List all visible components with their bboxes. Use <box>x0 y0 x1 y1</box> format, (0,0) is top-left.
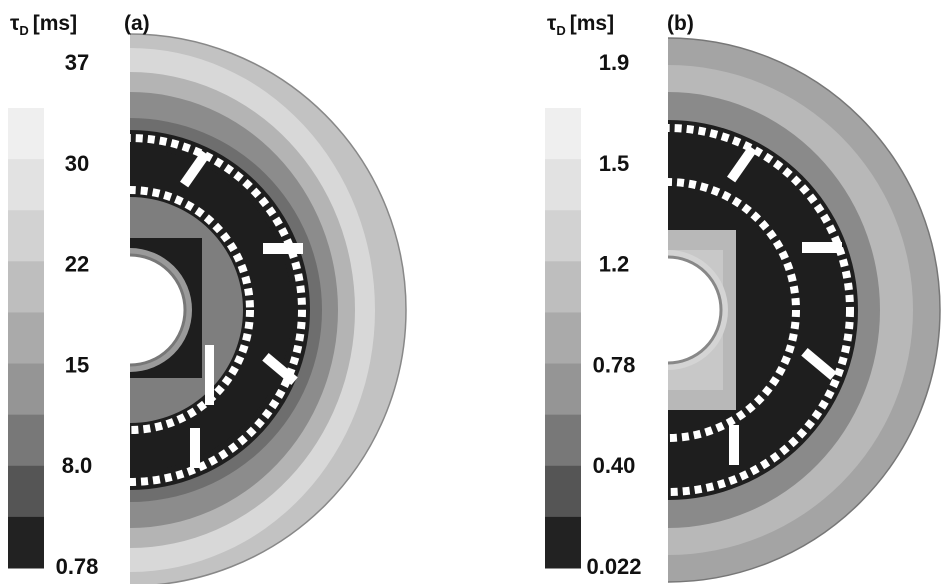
colorbar-band <box>545 210 581 262</box>
panel-label: (b) <box>667 12 694 35</box>
colorbar-band <box>545 415 581 467</box>
colorbar-band <box>8 415 44 467</box>
colorbar-band <box>545 108 581 160</box>
colorbar-tick-label: 1.2 <box>599 252 630 277</box>
figure: 37 30 22 15 8.0 0.78 1.9 1.5 1.2 0.78 0.40 0.022 τD… <box>0 0 941 584</box>
colorbar-band <box>8 108 44 160</box>
colorbar-tick-label: 1.9 <box>599 50 630 75</box>
colorbar-band <box>545 364 581 416</box>
colorbar-band <box>8 159 44 211</box>
colorbar-title: τD[ms] <box>10 12 77 38</box>
colorbar-tick-label: 8.0 <box>62 453 93 478</box>
colorbar-tick-label: 22 <box>65 252 89 277</box>
contour-plot-b <box>396 38 940 582</box>
colorbar-tick-label: 30 <box>65 151 89 176</box>
colorbar-title: τD[ms] <box>547 12 614 38</box>
colorbar-band <box>8 210 44 262</box>
colorbar-band <box>545 312 581 364</box>
colorbar-tick-label: 15 <box>65 352 89 377</box>
colorbar-tick-label: 37 <box>65 50 89 75</box>
colorbar-band <box>545 466 581 518</box>
colorbar-tick-label: 0.78 <box>56 554 99 579</box>
colorbar-tick-label: 0.40 <box>593 453 636 478</box>
contour-plot-a <box>0 34 406 584</box>
colorbar-band <box>545 261 581 313</box>
colorbar-band <box>8 517 44 569</box>
colorbar-tick-label: 0.78 <box>593 352 636 377</box>
colorbar-band <box>8 466 44 518</box>
panel-label: (a) <box>124 12 150 35</box>
colorbar-band <box>8 364 44 416</box>
colorbar-band <box>545 517 581 569</box>
colorbar-band <box>8 312 44 364</box>
colorbar-tick-label: 0.022 <box>586 554 641 579</box>
colorbar-tick-label: 1.5 <box>599 151 630 176</box>
colorbar-band <box>545 159 581 211</box>
colorbar-band <box>8 261 44 313</box>
